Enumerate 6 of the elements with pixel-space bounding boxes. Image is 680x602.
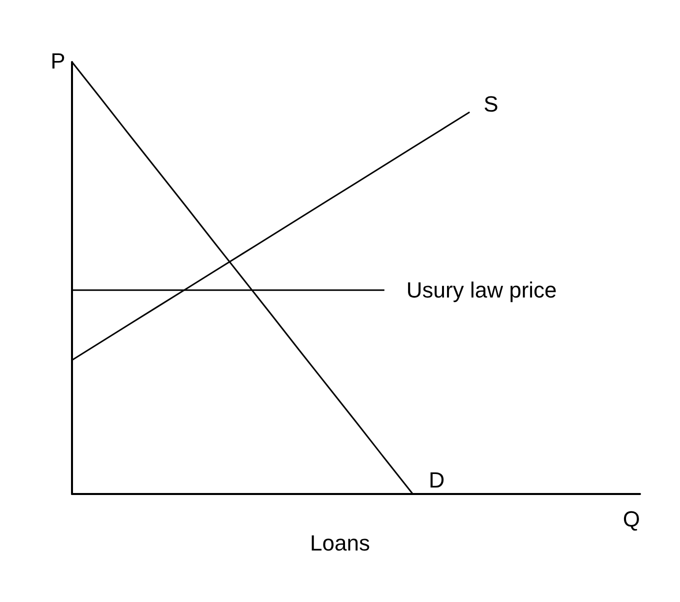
series-label: D	[428, 468, 445, 492]
series-label: S	[484, 92, 498, 117]
series-label: Usury law price	[406, 278, 557, 303]
x-axis-title: Q	[622, 506, 640, 532]
y-axis-title: P	[50, 48, 66, 74]
text: Loans	[310, 530, 370, 556]
